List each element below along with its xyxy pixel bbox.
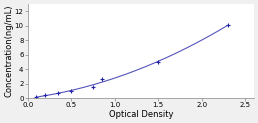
X-axis label: Optical Density: Optical Density — [109, 110, 173, 119]
Y-axis label: Concentration(ng/mL): Concentration(ng/mL) — [4, 5, 13, 97]
